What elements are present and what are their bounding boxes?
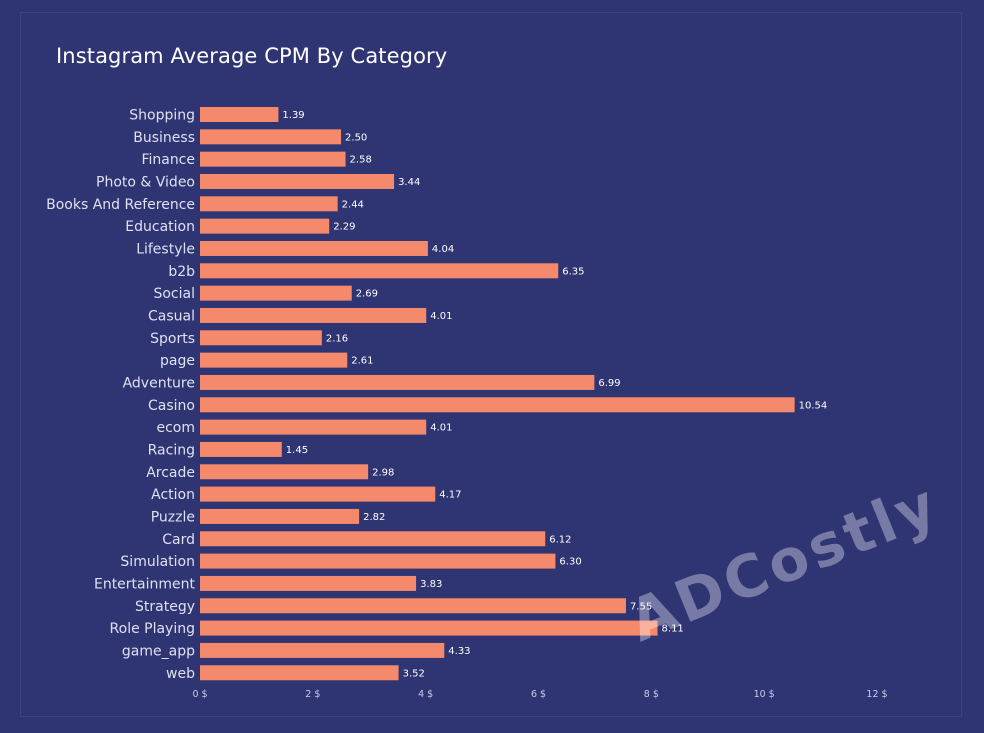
- value-label: 1.39: [282, 110, 304, 121]
- bar-1: [200, 129, 342, 145]
- bar-13: [200, 397, 795, 413]
- value-label: 4.01: [430, 311, 452, 322]
- category-label: Photo & Video: [96, 174, 195, 190]
- bar-21: [200, 575, 417, 591]
- value-label: 4.01: [430, 423, 452, 434]
- bar-10: [200, 330, 322, 346]
- bar-18: [200, 508, 360, 524]
- bar-23: [200, 620, 658, 636]
- chart-frame: [20, 12, 962, 717]
- category-label: Education: [125, 219, 195, 235]
- bar-14: [200, 419, 427, 435]
- bar-9: [200, 307, 427, 323]
- category-labels-group: Shopping Business Finance Photo & Video Book…: [46, 108, 195, 682]
- bar-0: [200, 107, 279, 122]
- value-label: 6.99: [598, 378, 620, 389]
- value-label: 1.45: [286, 445, 308, 456]
- value-label: 2.61: [351, 356, 373, 367]
- category-label: web: [166, 666, 195, 682]
- watermark: ADCostly: [620, 469, 949, 655]
- value-label: 2.69: [356, 289, 378, 300]
- bar-5: [200, 218, 330, 234]
- category-label: Action: [151, 487, 195, 503]
- value-label: 2.82: [363, 512, 385, 523]
- bar-24: [200, 642, 445, 658]
- bar-11: [200, 352, 348, 368]
- category-label: Books And Reference: [46, 197, 195, 213]
- bar-25: [200, 665, 399, 681]
- category-label: Simulation: [120, 554, 195, 570]
- bar-3: [200, 173, 395, 189]
- value-label: 6.30: [559, 557, 581, 568]
- category-label: Racing: [148, 442, 195, 458]
- category-label: Strategy: [135, 599, 195, 615]
- value-label: 2.16: [326, 333, 348, 344]
- value-label: 2.50: [345, 132, 367, 143]
- bar-8: [200, 285, 352, 301]
- value-label: 7.55: [630, 601, 652, 612]
- value-label: 6.35: [562, 266, 584, 277]
- bar-6: [200, 240, 428, 256]
- value-label: 4.17: [439, 490, 461, 501]
- category-label: Arcade: [146, 465, 195, 481]
- chart-title: Instagram Average CPM By Category: [56, 44, 448, 68]
- value-labels-group: 1.39 2.50 2.58 3.44 2.44 2.29 4.04 6.35 2.69 4.01…: [282, 110, 827, 679]
- value-label: 2.98: [372, 467, 394, 478]
- bar-20: [200, 553, 556, 569]
- bar-12: [200, 374, 595, 390]
- category-label: Entertainment: [94, 576, 196, 592]
- value-label: 2.29: [333, 222, 355, 233]
- value-label: 4.04: [432, 244, 454, 255]
- category-label: Lifestyle: [136, 241, 195, 257]
- category-label: Adventure: [123, 375, 195, 391]
- bar-15: [200, 441, 282, 457]
- category-label: game_app: [122, 643, 195, 659]
- value-label: 4.33: [448, 646, 470, 657]
- category-label: Sports: [150, 331, 195, 347]
- value-label: 3.44: [398, 177, 420, 188]
- category-label: Finance: [141, 152, 195, 168]
- category-label: Role Playing: [110, 621, 195, 637]
- category-label: b2b: [168, 264, 195, 280]
- bar-19: [200, 531, 546, 547]
- bar-16: [200, 464, 369, 480]
- category-label: Business: [133, 130, 195, 146]
- value-label: 3.52: [403, 668, 425, 679]
- x-tick-label: 8 $: [644, 689, 659, 700]
- x-tick-label: 2 $: [305, 689, 320, 700]
- x-tick-label: 0 $: [192, 689, 207, 700]
- category-label: Social: [153, 286, 195, 302]
- category-label: Card: [162, 532, 195, 548]
- bar-17: [200, 486, 436, 502]
- x-axis-ticks-group: 0 $ 2 $ 4 $ 6 $ 8 $ 10 $ 12 $: [192, 689, 887, 700]
- bar-22: [200, 598, 626, 614]
- category-label: ecom: [156, 420, 195, 436]
- category-label: Casual: [148, 308, 195, 324]
- x-tick-label: 12 $: [866, 689, 887, 700]
- value-label: 2.44: [342, 199, 364, 210]
- value-label: 10.54: [799, 400, 828, 411]
- value-label: 8.11: [662, 624, 684, 635]
- category-label: Casino: [148, 398, 195, 414]
- bars-group: [200, 107, 795, 681]
- x-tick-label: 10 $: [754, 689, 775, 700]
- value-label: 3.83: [420, 579, 442, 590]
- category-label: page: [160, 353, 195, 369]
- value-label: 2.58: [350, 155, 372, 166]
- category-label: Shopping: [129, 108, 195, 124]
- bar-2: [200, 151, 346, 167]
- value-label: 6.12: [549, 534, 571, 545]
- x-tick-label: 6 $: [531, 689, 546, 700]
- x-tick-label: 4 $: [418, 689, 433, 700]
- bar-4: [200, 196, 338, 212]
- bar-7: [200, 263, 559, 279]
- category-label: Puzzle: [151, 509, 195, 525]
